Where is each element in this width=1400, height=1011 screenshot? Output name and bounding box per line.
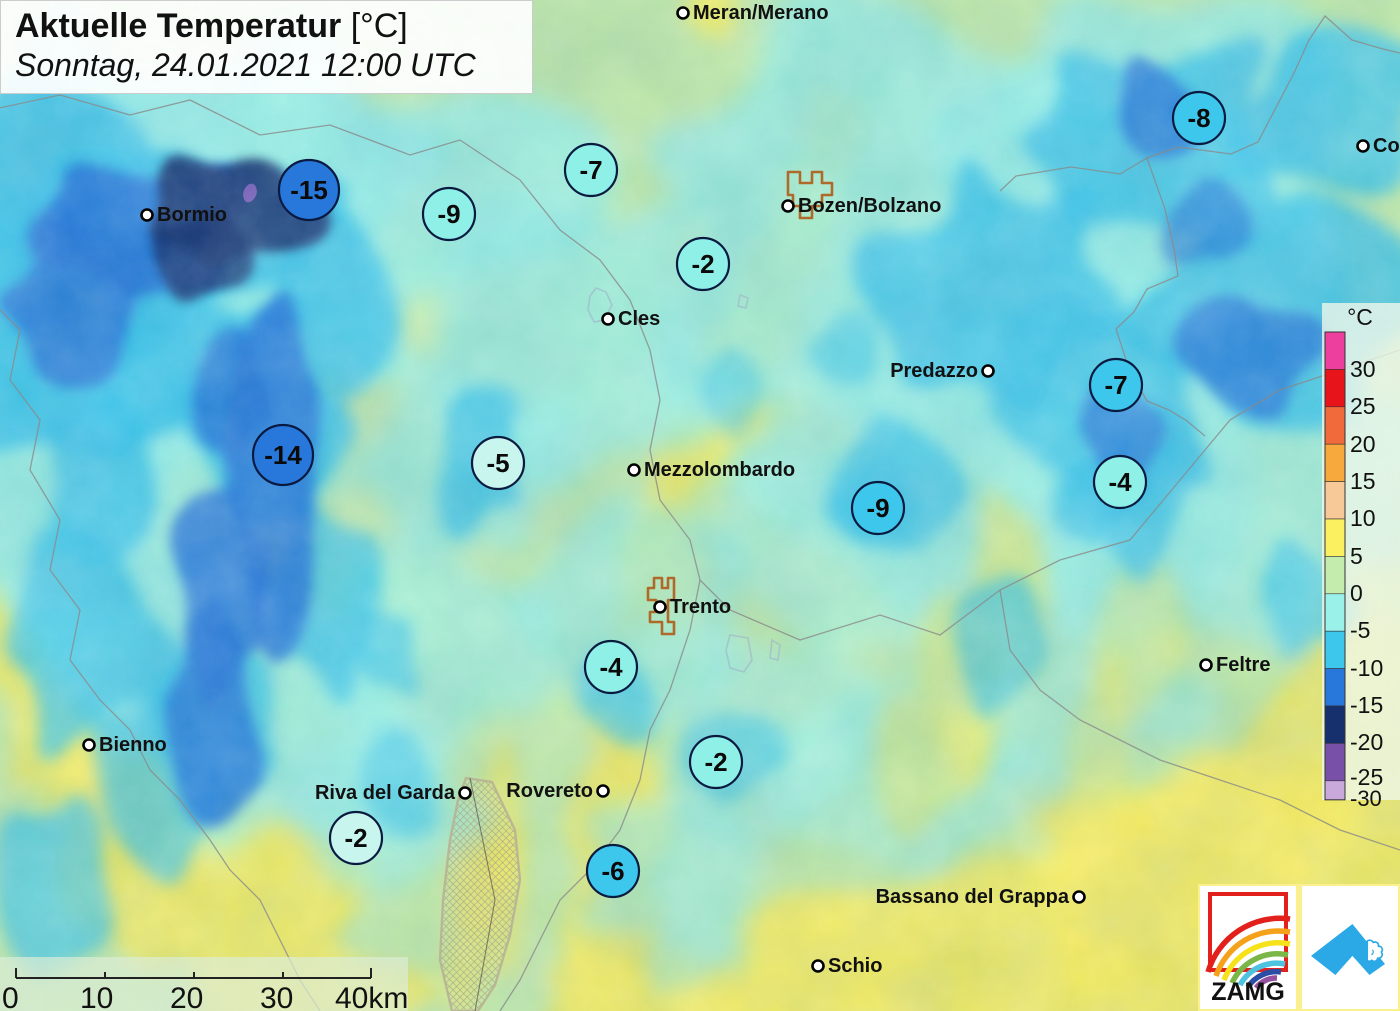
svg-text:-15: -15: [290, 175, 328, 205]
svg-text:-9: -9: [437, 199, 460, 229]
svg-text:Trento: Trento: [670, 596, 731, 618]
svg-text:Meran/Merano: Meran/Merano: [693, 2, 829, 24]
svg-text:-6: -6: [601, 856, 624, 886]
svg-text:Schio: Schio: [828, 955, 882, 977]
svg-text:-9: -9: [866, 493, 889, 523]
svg-text:Bormio: Bormio: [157, 204, 227, 226]
svg-text:Mezzolombardo: Mezzolombardo: [644, 459, 795, 481]
svg-text:-7: -7: [1104, 370, 1127, 400]
svg-text:Cortina: Cortina: [1373, 135, 1400, 157]
svg-text:Feltre: Feltre: [1216, 654, 1270, 676]
svg-text:-4: -4: [1108, 467, 1132, 497]
svg-text:Predazzo: Predazzo: [890, 360, 978, 382]
svg-text:-2: -2: [704, 747, 727, 777]
svg-text:Cles: Cles: [618, 308, 660, 330]
svg-text:Bassano del Grappa: Bassano del Grappa: [876, 886, 1070, 908]
svg-text:-5: -5: [486, 448, 509, 478]
svg-text:-2: -2: [691, 249, 714, 279]
svg-text:Riva del Garda: Riva del Garda: [315, 782, 456, 804]
svg-text:ZAMG: ZAMG: [1211, 978, 1285, 1006]
svg-text:-4: -4: [599, 652, 623, 682]
svg-text:-14: -14: [264, 440, 302, 470]
svg-text:-2: -2: [344, 823, 367, 853]
svg-text:Rovereto: Rovereto: [506, 780, 593, 802]
svg-text:Bienno: Bienno: [99, 734, 167, 756]
svg-text:-8: -8: [1187, 103, 1210, 133]
svg-text:-7: -7: [579, 155, 602, 185]
svg-text:Bozen/Bolzano: Bozen/Bolzano: [798, 195, 941, 217]
